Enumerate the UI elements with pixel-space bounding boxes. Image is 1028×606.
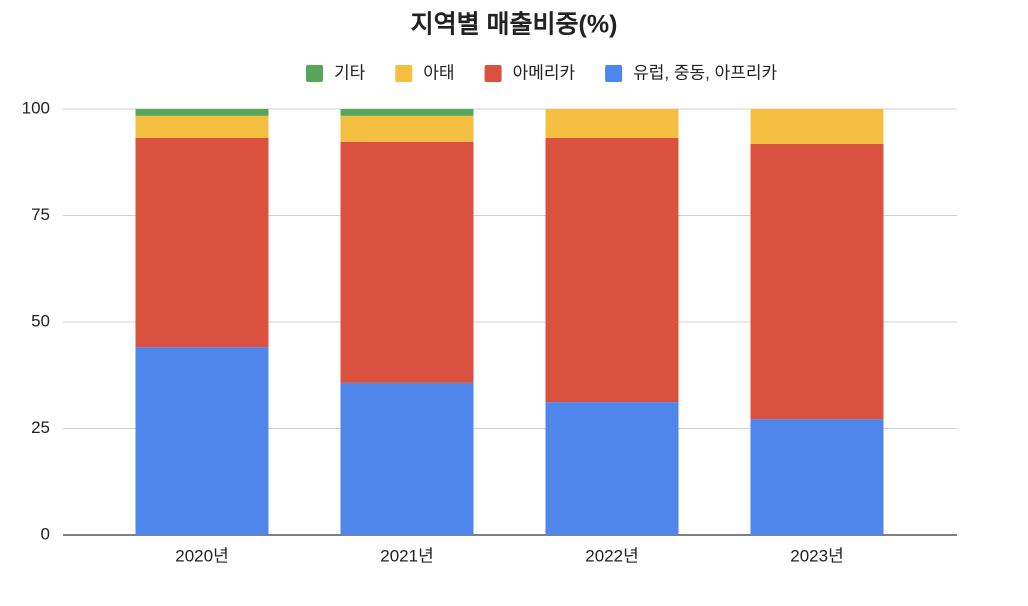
x-tick-label: 2023년 (790, 546, 843, 565)
legend-label: 아메리카 (513, 63, 576, 82)
bar-segment (340, 141, 474, 383)
bar-segment (545, 402, 679, 535)
y-tick-label: 75 (31, 205, 50, 224)
legend-swatch (605, 65, 623, 82)
y-tick-label: 100 (22, 98, 50, 117)
bar-segment (135, 109, 269, 116)
bar-segment (545, 137, 679, 403)
bar-segment (750, 143, 884, 420)
x-tick-label: 2022년 (585, 546, 638, 565)
bar-segment (135, 347, 269, 535)
chart-title: 지역별 매출비중(%) (411, 11, 618, 39)
legend-swatch (306, 65, 323, 82)
bar-segment (545, 109, 679, 138)
x-tick-label: 2020년 (175, 546, 228, 565)
bar-segment (750, 109, 884, 144)
legend-swatch (484, 65, 502, 82)
legend-swatch (395, 65, 413, 82)
bar-segment (340, 109, 474, 116)
legend-label: 유럽, 중동, 아프리카 (633, 63, 777, 82)
bar-segment (135, 137, 269, 348)
legend-label: 아태 (423, 63, 454, 82)
y-tick-label: 0 (41, 524, 50, 543)
y-tick-label: 25 (31, 418, 50, 437)
bar-segment (135, 115, 269, 138)
bar-segment (340, 382, 474, 535)
bar-segment (750, 419, 884, 535)
bar-segment (340, 115, 474, 142)
legend-label: 기타 (334, 63, 366, 82)
x-tick-label: 2021년 (380, 546, 433, 565)
y-tick-label: 50 (31, 311, 50, 330)
